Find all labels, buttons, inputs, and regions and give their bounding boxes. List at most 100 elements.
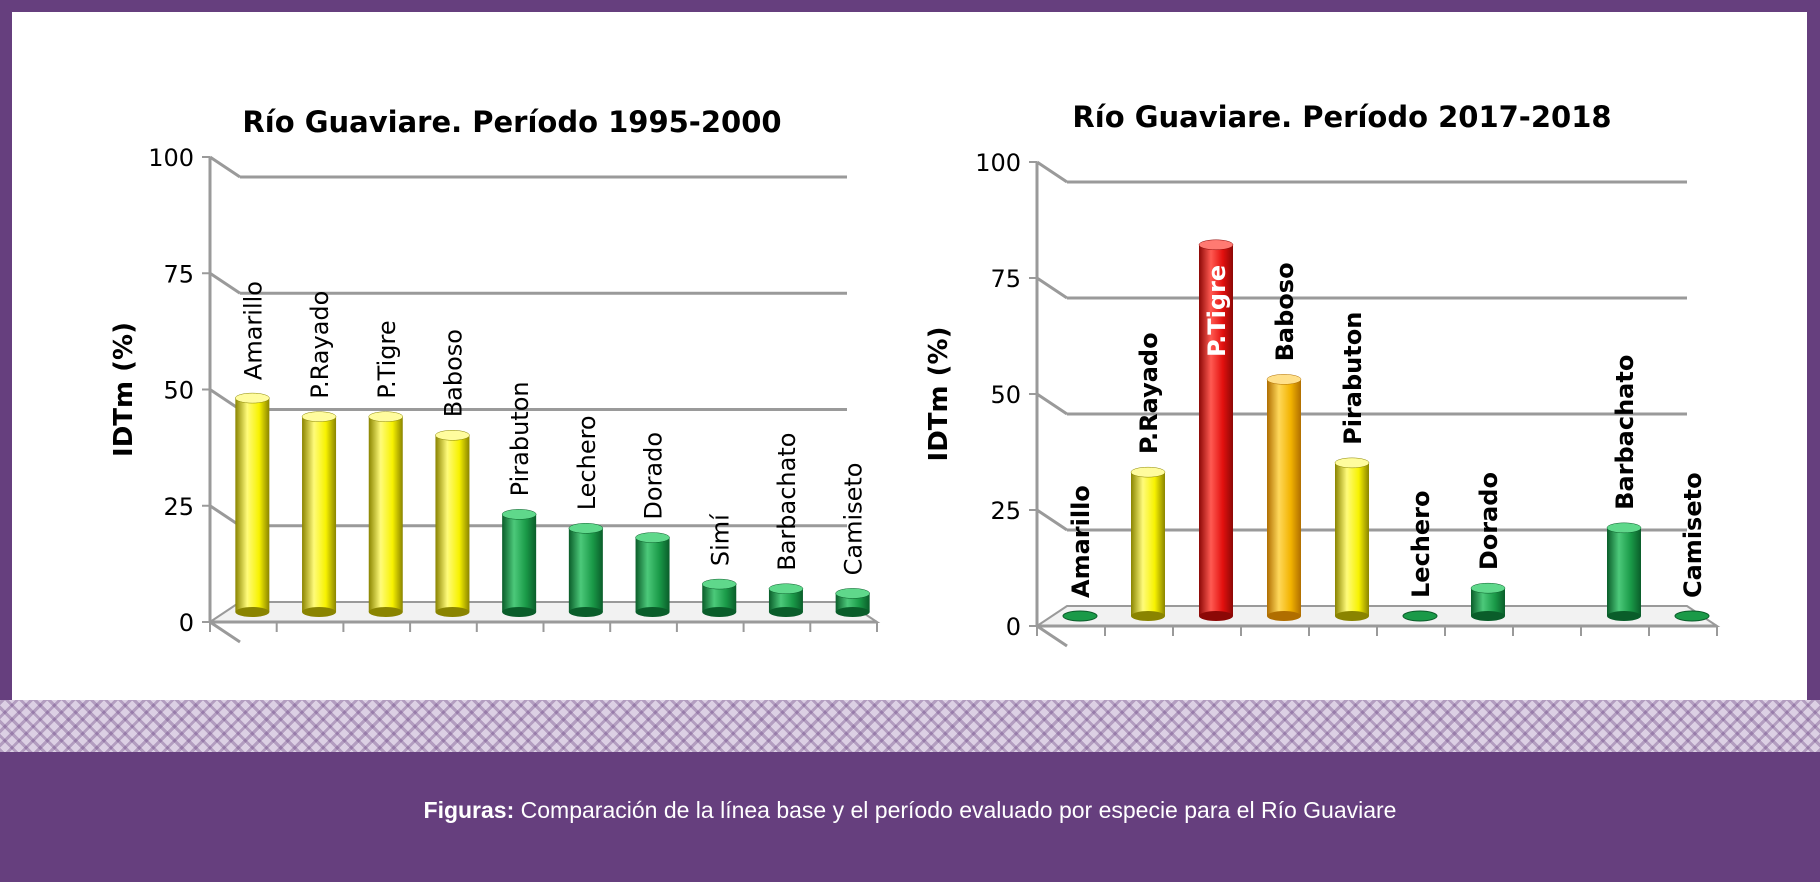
caption-footer — [0, 752, 1820, 882]
bar-top — [1470, 582, 1506, 594]
bar-lechero — [1402, 610, 1438, 622]
bar-barbachato — [768, 583, 804, 617]
bar-bottom — [1471, 611, 1505, 621]
bar-bottom — [235, 607, 270, 617]
bar-top — [768, 583, 804, 594]
category-label: P.Tigre — [1203, 265, 1231, 357]
bar-bottom — [1267, 611, 1301, 621]
bar-body — [1607, 527, 1641, 616]
chart-1995-2000: Río Guaviare. Período 1995-2000 IDTm (%) 0… — [109, 105, 881, 644]
bar-body — [302, 416, 337, 612]
bar-bottom — [568, 607, 603, 617]
caption-label: Figuras: — [423, 797, 515, 823]
y-tick-label: 50 — [990, 381, 1021, 409]
bar-body — [1131, 472, 1165, 616]
bar-bottom — [635, 607, 670, 617]
y-tick-label: 0 — [1006, 613, 1021, 641]
category-label: Amarillo — [239, 281, 267, 380]
bar-barbachato — [1606, 522, 1642, 621]
grid-diagonal — [209, 155, 241, 179]
bar-top — [1266, 374, 1302, 385]
bar-body — [635, 537, 670, 612]
bar-bottom — [302, 607, 337, 617]
category-label: Camiseto — [840, 463, 868, 576]
bar-body — [235, 398, 270, 612]
y-tick-label: 25 — [163, 493, 194, 521]
bar-baboso — [435, 430, 470, 617]
category-label: Dorado — [1475, 472, 1503, 570]
bar-body — [768, 588, 803, 612]
y-tick-label: 25 — [990, 497, 1021, 525]
bar-dorado — [1470, 582, 1506, 621]
bar-bottom — [435, 607, 470, 617]
bar-camiseto — [835, 588, 870, 617]
grid-diagonal — [1036, 160, 1068, 184]
y-axis-label: IDTm (%) — [924, 327, 954, 462]
grid-diagonal — [209, 272, 241, 295]
bar-bottom — [1199, 611, 1233, 621]
bar-baboso — [1266, 374, 1302, 621]
category-label: Camiseto — [1679, 472, 1707, 598]
bar-top — [1130, 466, 1166, 478]
category-label: P.Rayado — [306, 291, 334, 399]
bar-top — [368, 411, 403, 422]
y-tick-label: 75 — [990, 265, 1021, 293]
bar-body — [435, 435, 470, 612]
category-label: P.Tigre — [373, 320, 401, 398]
category-label: P.Rayado — [1135, 332, 1163, 454]
bar-bottom — [835, 607, 870, 617]
category-label: Amarillo — [1067, 485, 1095, 598]
grid-diagonal — [209, 504, 241, 527]
category-label: Simí — [706, 513, 734, 566]
figure-caption: Figuras: Comparación de la línea base y … — [0, 797, 1820, 824]
caption-text: Comparación de la línea base y el períod… — [514, 797, 1397, 823]
decorative-pattern-band — [0, 700, 1820, 752]
bar-amarillo — [235, 392, 270, 617]
grid-diagonal — [209, 388, 241, 411]
bar-bottom — [1607, 611, 1641, 621]
y-tick-label: 75 — [163, 260, 194, 288]
bar-zero — [1402, 610, 1438, 622]
category-label: Pirabuton — [506, 381, 534, 496]
y-axis-label: IDTm (%) — [109, 322, 139, 457]
bar-top — [835, 588, 870, 599]
bar-dorado — [635, 532, 670, 617]
grid-diagonal — [1036, 276, 1068, 300]
bar-p-rayado — [301, 411, 337, 617]
grid-diagonal — [1036, 508, 1068, 532]
bar-camiseto — [1674, 610, 1710, 622]
bar-body — [368, 416, 403, 612]
bar-bottom — [768, 607, 803, 617]
bar-top — [702, 578, 737, 590]
grid-diagonal — [1036, 624, 1068, 648]
bar-top — [1334, 457, 1370, 469]
category-label: Lechero — [1407, 491, 1435, 598]
bar-body — [835, 593, 870, 612]
bar-lechero — [568, 523, 604, 617]
y-tick-label: 100 — [148, 144, 194, 172]
chart-title: Río Guaviare. Período 1995-2000 — [242, 105, 781, 139]
bar-bottom — [702, 607, 737, 617]
category-label: Barbachato — [1611, 355, 1639, 510]
bar-bottom — [502, 607, 537, 617]
bar-body — [1335, 462, 1369, 616]
bar-top — [635, 532, 670, 543]
category-label: Baboso — [439, 329, 467, 417]
category-label: Barbachato — [773, 433, 801, 571]
bar-top — [1606, 522, 1642, 534]
category-label: Lechero — [573, 415, 601, 510]
bar-p-tigre — [368, 411, 403, 617]
bar-sim- — [702, 578, 737, 617]
y-tick-label: 0 — [179, 609, 194, 637]
bar-pirabuton — [501, 509, 537, 617]
bar-body — [502, 514, 537, 612]
bar-body — [1199, 244, 1233, 617]
y-tick-label: 50 — [163, 377, 194, 405]
bar-amarillo — [1062, 610, 1098, 622]
category-label: Baboso — [1271, 262, 1299, 361]
bar-p-tigre — [1198, 239, 1234, 621]
bar-pirabuton — [1334, 457, 1370, 621]
bar-body — [1267, 379, 1301, 616]
grid-diagonal — [1036, 392, 1068, 416]
bar-body — [568, 528, 603, 612]
